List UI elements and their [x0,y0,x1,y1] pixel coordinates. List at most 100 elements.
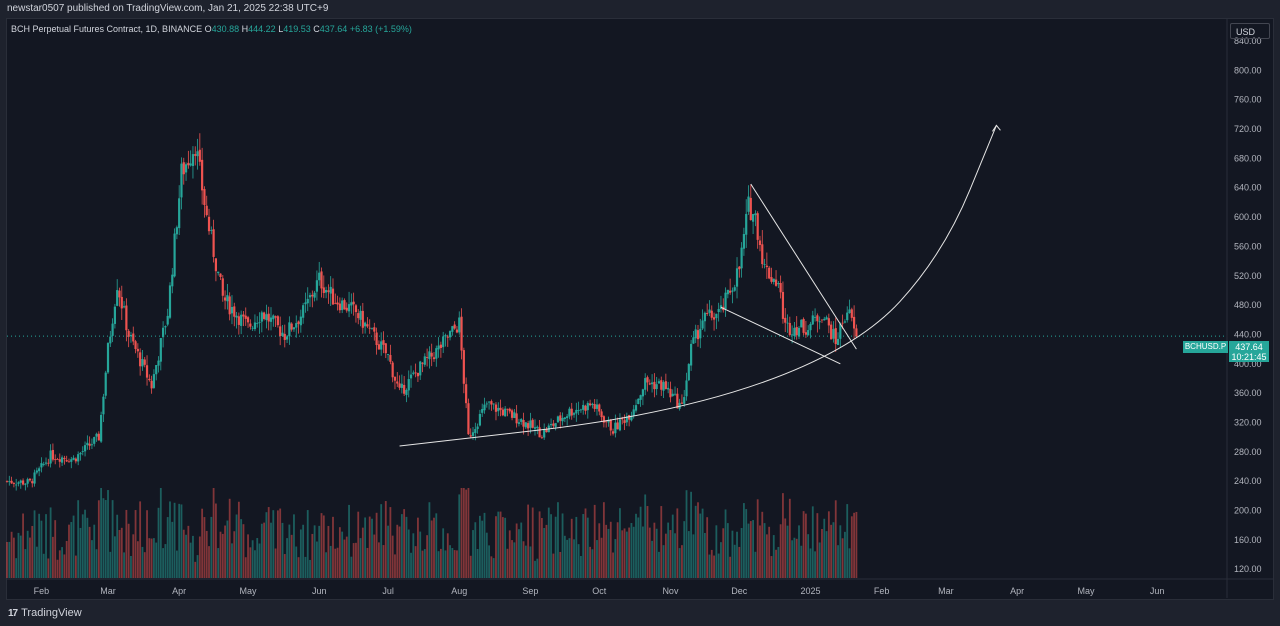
candle-body [219,273,222,277]
candle-body [602,416,605,423]
candle-body [375,332,378,346]
volume-bar [777,546,780,578]
volume-bar [123,552,125,578]
candle-body [274,316,277,318]
volume-bar [726,523,729,578]
candle-body [524,422,527,428]
candle-body [694,329,697,339]
chart-frame[interactable] [6,18,1274,600]
volume-bar [522,541,525,578]
volume-bar [267,507,270,578]
candle-body [164,326,167,328]
volume-bar [65,540,68,578]
candle-body [391,362,394,378]
candle-body [724,292,727,309]
candle-body [802,318,805,333]
candle-body [396,381,399,384]
volume-bar [350,556,353,578]
volume-bar [146,510,148,578]
volume-bar [359,538,362,578]
x-tick-label: Sep [522,586,538,596]
candle-body [276,316,279,326]
tradingview-logo[interactable]: 17 TradingView [8,607,82,619]
candle-body [588,403,592,406]
volume-bar [166,517,169,578]
candle-body [366,324,369,327]
volume-bar [22,513,24,578]
volume-bar [600,537,603,578]
candle-body [120,296,123,309]
volume-bar [33,510,36,578]
candle-body [708,309,711,313]
volume-bar [396,524,399,578]
volume-bar [338,527,341,578]
volume-bar [804,513,807,578]
volume-bar [614,539,617,578]
volume-bar [169,501,171,578]
candle-body [260,312,263,322]
x-tick-label: Jun [1150,586,1165,596]
volume-bar [625,531,628,578]
volume-bar [676,508,679,578]
candle-body [364,322,367,327]
candle-body [843,321,847,323]
volume-bar [568,538,571,578]
volume-bar [534,560,536,578]
candle-body [336,302,339,305]
volume-bar [561,513,564,578]
candle-body [706,313,709,314]
volume-bar [405,516,408,578]
volume-bar [410,552,412,578]
candle-body [373,327,376,332]
candle-body [657,381,661,384]
candle-body [237,316,240,325]
high-value: 444.22 [248,24,276,34]
candle-body [506,408,509,410]
candle-body [393,376,397,381]
y-tick-label: 520.00 [1234,271,1262,281]
candle-body [605,421,608,423]
candle-body [334,302,337,304]
last-price-tag: 437.64 10:21:45 [1229,341,1269,362]
candle-body [313,292,316,298]
candle-body [81,451,84,453]
volume-bar [563,535,566,578]
candle-body [729,290,732,293]
y-tick-label: 120.00 [1234,564,1262,574]
candle-body [618,419,622,431]
candle-body [451,326,454,332]
candle-body [407,379,410,391]
candle-body [311,294,314,297]
y-tick-label: 320.00 [1234,417,1262,427]
candle-body [623,420,626,424]
candle-body [616,422,619,430]
currency-button[interactable]: USD [1230,23,1270,39]
volume-bar [580,556,582,578]
volume-bar [814,551,816,578]
x-tick-label: Jun [312,586,327,596]
volume-bar [357,511,360,578]
candle-body [483,404,486,411]
candle-body [611,431,615,434]
volume-bar [515,523,518,578]
candle-body [246,317,250,323]
volume-bar [194,561,197,578]
volume-bar [430,520,433,578]
volume-bar [125,509,128,578]
y-tick-label: 680.00 [1234,153,1262,163]
candle-body [749,197,752,221]
volume-bar [384,501,387,578]
candle-body [458,317,461,333]
candle-body [747,196,750,212]
candle-body [352,301,355,305]
symbol-legend: BCH Perpetual Futures Contract, 1D, BINA… [11,24,412,34]
volume-bar [175,550,178,578]
volume-bar [832,522,835,578]
candle-body [143,359,146,365]
candle-body [295,323,298,328]
volume-bar [148,538,151,578]
candle-body [38,468,41,472]
volume-bar [834,500,837,578]
volume-bar [8,541,11,578]
